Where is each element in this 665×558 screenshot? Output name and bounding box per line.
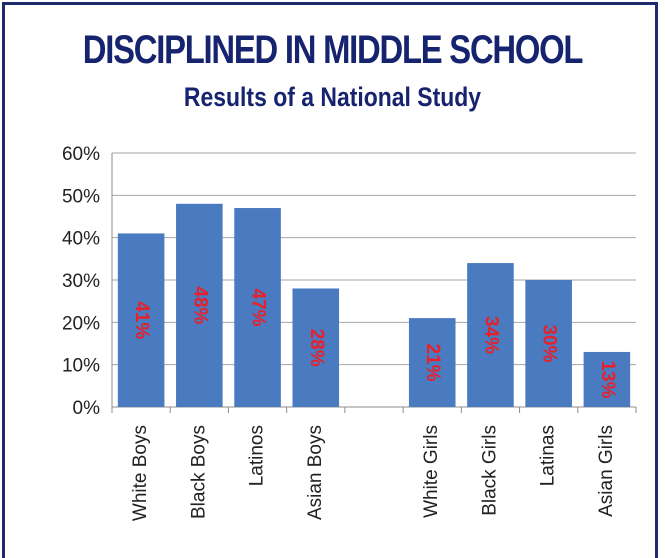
bar bbox=[117, 233, 165, 407]
y-tick-label: 10% bbox=[62, 356, 100, 377]
y-tick-label: 60% bbox=[62, 144, 100, 165]
bar bbox=[408, 318, 456, 407]
x-tick-label: Black Girls bbox=[479, 425, 500, 516]
chart-subtitle: Results of a National Study bbox=[183, 82, 482, 112]
bar bbox=[292, 288, 340, 407]
bar bbox=[583, 351, 631, 407]
data-label: 34% bbox=[480, 316, 501, 354]
bar bbox=[467, 263, 514, 407]
data-label: 48% bbox=[189, 286, 210, 324]
x-tick-label: White Girls bbox=[421, 425, 442, 518]
x-tick-label: Asian Boys bbox=[305, 425, 326, 520]
bar bbox=[176, 203, 223, 407]
y-tick-label: 0% bbox=[73, 398, 101, 419]
data-label: 30% bbox=[539, 324, 560, 362]
data-label: 28% bbox=[306, 329, 327, 367]
data-label: 13% bbox=[597, 360, 618, 398]
chart-title: DISCIPLINED IN MIDDLE SCHOOL bbox=[82, 28, 584, 72]
data-label: 41% bbox=[131, 301, 152, 339]
x-tick-label: Black Boys bbox=[188, 425, 209, 519]
x-tick-label: Asian Girls bbox=[596, 425, 617, 517]
y-tick-label: 50% bbox=[62, 186, 100, 207]
y-tick-label: 20% bbox=[62, 313, 100, 334]
y-tick-label: 40% bbox=[62, 229, 100, 250]
x-tick-label: Latinos bbox=[247, 425, 268, 486]
bar bbox=[525, 280, 572, 407]
data-label: 21% bbox=[422, 344, 443, 382]
y-tick-label: 30% bbox=[62, 271, 100, 292]
x-tick-label: Latinas bbox=[538, 425, 559, 486]
bar bbox=[234, 208, 281, 407]
data-label: 47% bbox=[248, 289, 269, 327]
x-tick-label: White Boys bbox=[130, 425, 151, 521]
